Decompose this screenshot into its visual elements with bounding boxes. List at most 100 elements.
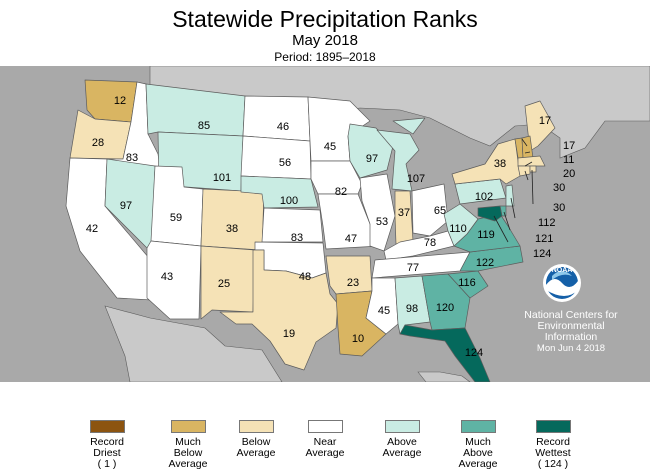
noaa-logo: NOAA xyxy=(543,264,581,302)
rank-label-ok: 48 xyxy=(299,271,311,283)
rank-label-sd: 56 xyxy=(279,157,291,169)
legend-label: Record xyxy=(90,436,124,448)
legend-item-above: Above Average xyxy=(357,420,447,459)
rank-label-la: 10 xyxy=(352,333,364,345)
state-md xyxy=(477,205,503,222)
rank-label-az: 43 xyxy=(161,271,173,283)
credit-line-3: Information xyxy=(544,331,598,343)
rank-label-oh: 65 xyxy=(434,205,446,217)
legend-label: Below xyxy=(241,436,271,448)
state-co xyxy=(200,188,265,251)
state-sd xyxy=(240,135,312,180)
rank-label-mi: 107 xyxy=(407,173,425,185)
legend-label: Average xyxy=(305,447,345,459)
rank-label-ks: 83 xyxy=(291,232,303,244)
legend-rank: ( 124 ) xyxy=(537,458,569,470)
noaa-logo-text: NOAA xyxy=(552,267,573,274)
legend: Record Driest( 1 ) Much Below Average Below Av… xyxy=(0,420,650,475)
legend-label: Record xyxy=(536,436,570,448)
state-ks xyxy=(261,207,324,243)
mexico-landmass xyxy=(104,305,283,382)
map-subtitle: May 2018 xyxy=(292,32,358,49)
legend-rank: ( 1 ) xyxy=(97,458,117,470)
map-period: Period: 1895–2018 xyxy=(274,50,376,64)
legend-item-record-wettest: Record Wettest( 124 ) xyxy=(508,420,598,470)
rank-label-vt: 17 xyxy=(563,140,575,152)
state-mi xyxy=(376,117,426,192)
state-fl xyxy=(399,324,491,382)
rank-label-ne: 100 xyxy=(280,195,298,207)
rank-label-sc: 116 xyxy=(458,277,476,289)
legend-label: Average xyxy=(168,458,208,470)
credit-date: Mon Jun 4 2018 xyxy=(536,343,606,354)
rank-label-nh: 11 xyxy=(563,154,574,166)
state-sc xyxy=(447,270,489,299)
leader-line-ri xyxy=(531,169,534,205)
rank-label-de: 121 xyxy=(535,233,553,245)
rank-label-wi: 97 xyxy=(366,153,378,165)
credit-line-1: National Centers for xyxy=(524,309,618,321)
legend-label: Much xyxy=(175,436,201,448)
rank-label-ca: 42 xyxy=(86,223,98,235)
legend-swatch xyxy=(170,420,206,433)
legend-label: Above xyxy=(463,447,493,459)
leader-line-nj xyxy=(510,197,516,219)
rank-label-nd: 46 xyxy=(277,121,289,133)
rank-label-wa: 12 xyxy=(114,95,126,107)
leader-line-md xyxy=(493,215,509,243)
state-ma xyxy=(517,155,546,167)
rank-label-co: 38 xyxy=(226,223,238,235)
legend-swatch xyxy=(89,420,125,433)
legend-item-much-below: Much Below Average xyxy=(143,420,233,470)
legend-item-record-driest: Record Driest( 1 ) xyxy=(62,420,152,470)
legend-item-much-above: Much Above Average xyxy=(433,420,523,470)
rank-label-al: 98 xyxy=(406,303,418,315)
legend-label: Driest xyxy=(93,447,121,459)
legend-swatch xyxy=(307,420,343,433)
rank-label-ar: 23 xyxy=(347,277,359,289)
legend-swatch xyxy=(238,420,274,433)
leader-line-nh xyxy=(524,151,531,154)
legend-label: Wettest xyxy=(535,447,571,459)
rank-label-wy: 101 xyxy=(213,172,231,184)
legend-label: Average xyxy=(382,447,422,459)
rank-label-tx: 19 xyxy=(283,328,295,340)
legend-label: Near xyxy=(313,436,337,448)
credit-line-2: Environmental xyxy=(537,320,605,332)
rank-label-nc: 122 xyxy=(476,257,494,269)
legend-item-near: Near Average xyxy=(280,420,370,459)
legend-swatch xyxy=(460,420,496,433)
rank-label-ny: 38 xyxy=(494,158,506,170)
map-title: Statewide Precipitation Ranks xyxy=(172,6,478,32)
rank-label-mo: 47 xyxy=(345,233,357,245)
leader-line-de xyxy=(503,211,511,231)
legend-label: Average xyxy=(458,458,498,470)
rank-label-tn: 77 xyxy=(407,262,419,274)
rank-label-ma: 20 xyxy=(563,168,575,180)
rank-label-ms: 45 xyxy=(378,305,390,317)
state-ct xyxy=(517,165,531,177)
rank-label-ut: 59 xyxy=(170,212,182,224)
leader-line-ma xyxy=(524,161,533,167)
leader-line-vt xyxy=(521,138,528,147)
legend-label: Above xyxy=(387,436,417,448)
rank-label-va: 119 xyxy=(477,229,495,241)
precipitation-map: 12 28 42 83 97 85 101 59 43 38 25 46 56 100 83 48 19 45 82… xyxy=(0,66,650,382)
state-tx xyxy=(219,249,339,371)
rank-label-ga: 120 xyxy=(436,302,454,314)
rank-label-md: 124 xyxy=(533,248,551,260)
rank-label-ia: 82 xyxy=(335,186,347,198)
state-nj xyxy=(505,184,515,207)
legend-swatch xyxy=(384,420,420,433)
rank-label-or: 28 xyxy=(92,137,104,149)
legend-item-below: Below Average xyxy=(211,420,301,459)
rank-label-nv: 97 xyxy=(120,200,132,212)
state-wa xyxy=(84,79,138,123)
legend-label: Average xyxy=(236,447,276,459)
rank-label-ky: 78 xyxy=(424,237,436,249)
rank-label-pa: 102 xyxy=(475,191,493,203)
rank-label-ct: 30 xyxy=(553,182,565,194)
rank-label-mt: 85 xyxy=(198,120,210,132)
ncei-credit: National Centers for Environmental Infor… xyxy=(506,309,636,355)
rank-label-id: 83 xyxy=(126,152,138,164)
